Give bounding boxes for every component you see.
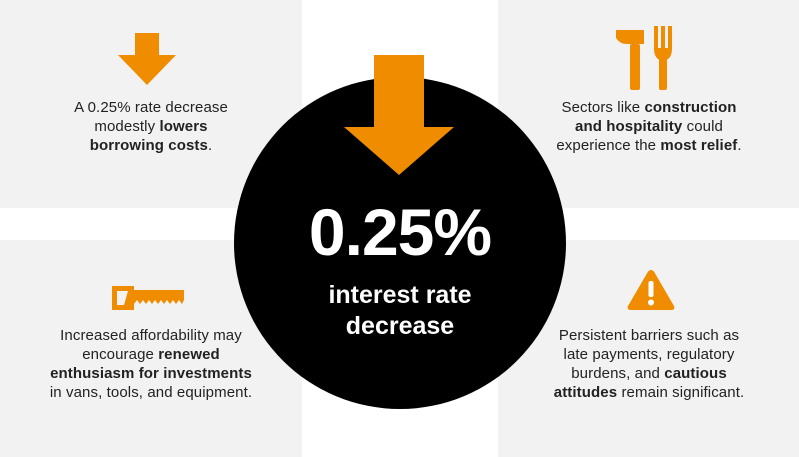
- card-bottom-right-text: Persistent barriers such as late payment…: [518, 326, 780, 402]
- rate-label: interest rate decrease: [234, 280, 566, 342]
- down-arrow-icon: [118, 33, 176, 85]
- text-emphasis: renewed: [158, 346, 220, 363]
- text-fragment: modestly: [94, 118, 160, 135]
- text-fragment: .: [737, 137, 742, 154]
- text-fragment: burdens, and: [571, 365, 665, 382]
- text-emphasis: and hospitality: [575, 118, 683, 135]
- text-fragment: .: [207, 137, 213, 154]
- text-fragment: late payments, regulatory: [563, 346, 735, 363]
- rate-value: 0.25%: [308, 195, 492, 269]
- text-fragment: Persistent barriers such as: [558, 327, 740, 344]
- saw-icon: [112, 286, 184, 310]
- text-emphasis: attitudes: [553, 384, 618, 401]
- text-fragment: Increased affordability may: [60, 327, 242, 344]
- text-emphasis: most relief: [660, 137, 738, 154]
- text-fragment: remain significant.: [617, 384, 745, 401]
- card-top-right-text: Sectors like construction and hospitalit…: [518, 98, 780, 155]
- text-fragment: in vans, tools, and equipment.: [49, 384, 253, 401]
- text-fragment: experience the: [556, 137, 661, 154]
- warning-icon: [627, 270, 675, 310]
- text-emphasis: lowers: [159, 118, 208, 135]
- text-fragment: encourage: [82, 346, 159, 363]
- rate-label-line2: decrease: [345, 312, 455, 340]
- text-fragment: could: [682, 118, 723, 135]
- rate-label-line1: interest rate: [328, 281, 472, 309]
- text-emphasis: enthusiasm for investments: [50, 365, 252, 382]
- text-fragment: Sectors like: [561, 99, 645, 116]
- card-top-left-text: A 0.25% rate decrease modestly lowers bo…: [20, 98, 282, 155]
- text-emphasis: borrowing costs: [89, 137, 208, 154]
- text-fragment: A 0.25% rate decrease: [74, 99, 228, 116]
- big-down-arrow-icon: [344, 55, 454, 175]
- card-bottom-left-text: Increased affordability may encourage re…: [20, 326, 282, 402]
- text-emphasis: construction: [644, 99, 737, 116]
- hammer-fork-icon: [616, 26, 672, 90]
- text-emphasis: cautious: [664, 365, 727, 382]
